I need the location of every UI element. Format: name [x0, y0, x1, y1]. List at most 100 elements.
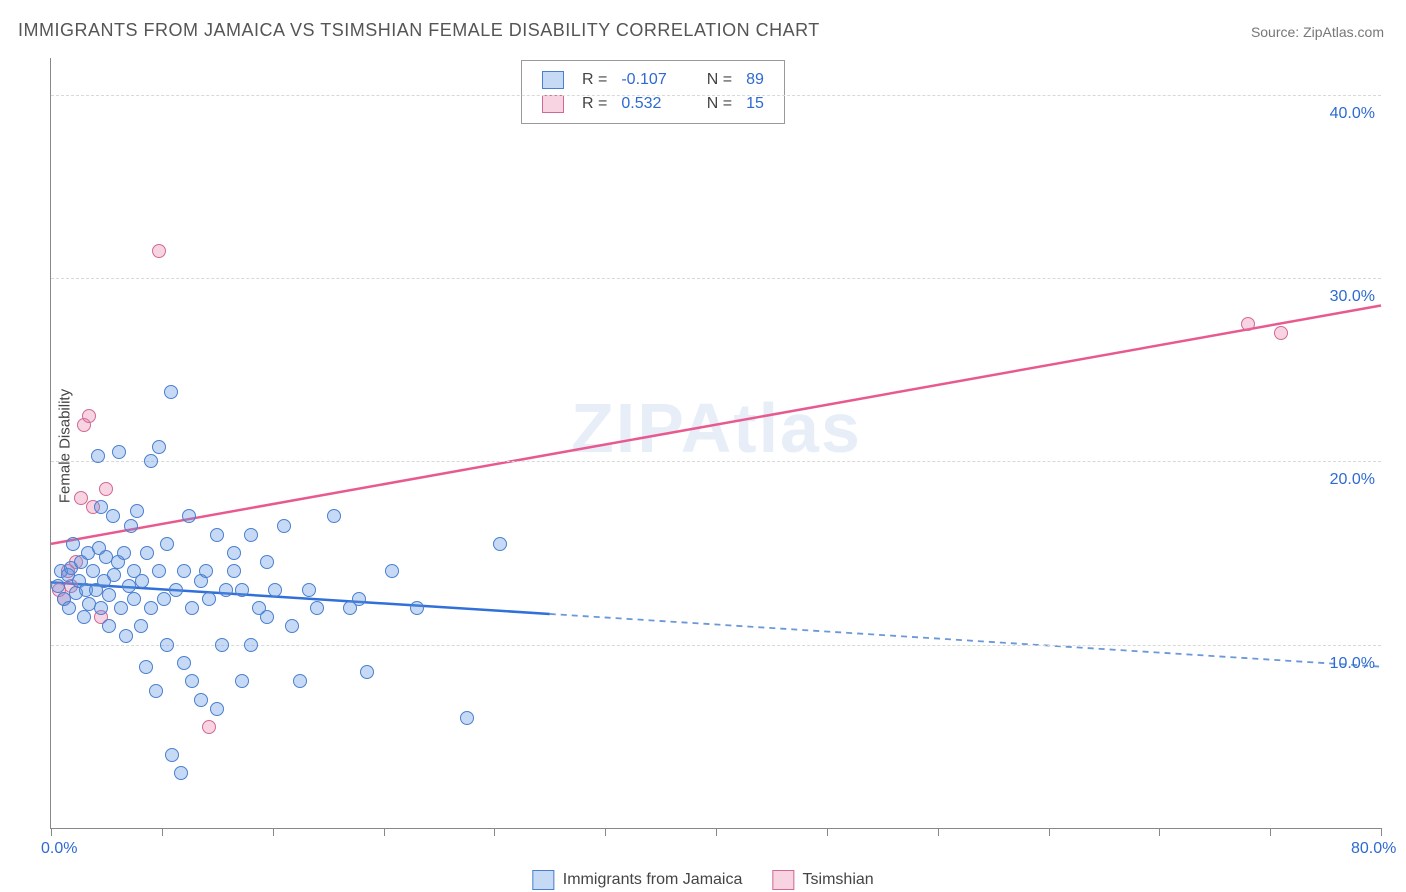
x-tick — [1159, 828, 1160, 836]
y-tick-label: 20.0% — [1330, 471, 1375, 489]
data-point-jamaica — [117, 546, 131, 560]
data-point-tsimshian — [99, 482, 113, 496]
data-point-jamaica — [210, 528, 224, 542]
data-point-jamaica — [169, 583, 183, 597]
data-point-jamaica — [135, 574, 149, 588]
x-tick — [938, 828, 939, 836]
legend-item-jamaica: Immigrants from Jamaica — [532, 870, 742, 890]
data-point-jamaica — [149, 684, 163, 698]
data-point-jamaica — [202, 592, 216, 606]
data-point-jamaica — [102, 588, 116, 602]
data-point-jamaica — [244, 638, 258, 652]
chart-container: IMMIGRANTS FROM JAMAICA VS TSIMSHIAN FEM… — [0, 0, 1406, 892]
source-attribution: Source: ZipAtlas.com — [1251, 24, 1384, 40]
series-legend: Immigrants from Jamaica Tsimshian — [532, 870, 873, 890]
gridline — [51, 95, 1381, 96]
data-point-jamaica — [177, 656, 191, 670]
data-point-jamaica — [268, 583, 282, 597]
regression-lines — [51, 58, 1381, 828]
x-tick-label: 80.0% — [1351, 840, 1396, 858]
data-point-jamaica — [227, 564, 241, 578]
data-point-jamaica — [410, 601, 424, 615]
data-point-jamaica — [235, 674, 249, 688]
x-tick — [384, 828, 385, 836]
data-point-jamaica — [182, 509, 196, 523]
legend-label-jamaica: Immigrants from Jamaica — [563, 871, 743, 888]
chart-title: IMMIGRANTS FROM JAMAICA VS TSIMSHIAN FEM… — [18, 20, 820, 41]
data-point-jamaica — [152, 564, 166, 578]
data-point-jamaica — [66, 537, 80, 551]
data-point-jamaica — [152, 440, 166, 454]
data-point-tsimshian — [1274, 326, 1288, 340]
data-point-jamaica — [285, 619, 299, 633]
data-point-jamaica — [160, 537, 174, 551]
data-point-jamaica — [385, 564, 399, 578]
data-point-jamaica — [165, 748, 179, 762]
data-point-jamaica — [277, 519, 291, 533]
legend-item-tsimshian: Tsimshian — [772, 870, 873, 890]
data-point-jamaica — [139, 660, 153, 674]
gridline — [51, 461, 1381, 462]
data-point-jamaica — [227, 546, 241, 560]
data-point-jamaica — [160, 638, 174, 652]
data-point-jamaica — [102, 619, 116, 633]
x-tick — [716, 828, 717, 836]
data-point-jamaica — [260, 555, 274, 569]
data-point-jamaica — [194, 693, 208, 707]
data-point-jamaica — [310, 601, 324, 615]
x-tick — [494, 828, 495, 836]
data-point-jamaica — [144, 454, 158, 468]
scatter-plot: ZIPAtlas R = -0.107N = 89R = 0.532N = 15… — [50, 58, 1381, 829]
swatch-tsimshian — [772, 870, 794, 890]
data-point-tsimshian — [202, 720, 216, 734]
x-tick — [605, 828, 606, 836]
data-point-jamaica — [327, 509, 341, 523]
watermark: ZIPAtlas — [571, 388, 862, 468]
x-tick-label: 0.0% — [41, 840, 77, 858]
data-point-jamaica — [293, 674, 307, 688]
data-point-jamaica — [185, 601, 199, 615]
y-tick-label: 40.0% — [1330, 105, 1375, 123]
data-point-jamaica — [144, 601, 158, 615]
x-tick — [51, 828, 52, 836]
y-tick-label: 30.0% — [1330, 288, 1375, 306]
data-point-jamaica — [157, 592, 171, 606]
data-point-jamaica — [124, 519, 138, 533]
data-point-jamaica — [174, 766, 188, 780]
gridline — [51, 278, 1381, 279]
x-tick — [827, 828, 828, 836]
data-point-jamaica — [112, 445, 126, 459]
data-point-jamaica — [302, 583, 316, 597]
data-point-jamaica — [235, 583, 249, 597]
data-point-jamaica — [352, 592, 366, 606]
legend-label-tsimshian: Tsimshian — [803, 871, 874, 888]
source-name: ZipAtlas.com — [1303, 24, 1384, 40]
data-point-jamaica — [134, 619, 148, 633]
data-point-jamaica — [215, 638, 229, 652]
swatch-jamaica — [532, 870, 554, 890]
data-point-jamaica — [460, 711, 474, 725]
data-point-tsimshian — [82, 409, 96, 423]
data-point-jamaica — [107, 568, 121, 582]
data-point-tsimshian — [152, 244, 166, 258]
data-point-jamaica — [210, 702, 224, 716]
x-tick — [1049, 828, 1050, 836]
x-tick — [162, 828, 163, 836]
data-point-jamaica — [360, 665, 374, 679]
data-point-jamaica — [219, 583, 233, 597]
data-point-jamaica — [130, 504, 144, 518]
data-point-jamaica — [177, 564, 191, 578]
data-point-tsimshian — [1241, 317, 1255, 331]
data-point-jamaica — [77, 610, 91, 624]
stats-legend: R = -0.107N = 89R = 0.532N = 15 — [521, 60, 785, 124]
data-point-jamaica — [185, 674, 199, 688]
y-tick-label: 10.0% — [1330, 655, 1375, 673]
data-point-jamaica — [164, 385, 178, 399]
data-point-jamaica — [62, 601, 76, 615]
data-point-jamaica — [493, 537, 507, 551]
data-point-jamaica — [106, 509, 120, 523]
x-tick — [1381, 828, 1382, 836]
data-point-jamaica — [114, 601, 128, 615]
x-tick — [1270, 828, 1271, 836]
data-point-jamaica — [119, 629, 133, 643]
